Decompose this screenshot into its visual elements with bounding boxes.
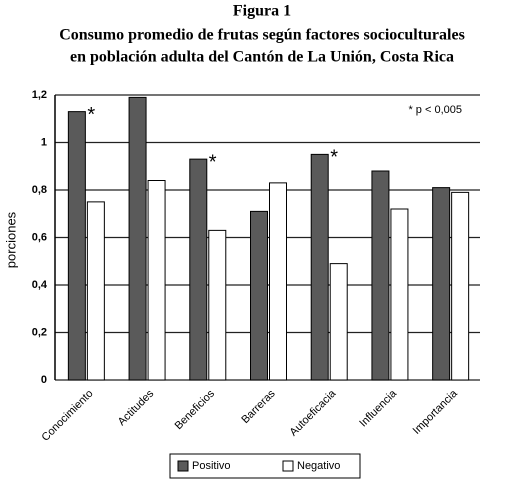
bar — [329, 263, 348, 381]
significance-marker: * — [330, 147, 338, 169]
y-tick-label: 0,6 — [32, 231, 47, 243]
legend-swatch — [177, 460, 189, 472]
y-tick-label: 0,4 — [32, 279, 48, 291]
chart-title: Figura 1 — [233, 3, 291, 20]
x-tick-label: Barreras — [239, 387, 278, 426]
legend-swatch — [282, 460, 294, 472]
legend-box — [169, 453, 361, 479]
x-tick-label: Importancia — [411, 387, 461, 437]
bar — [86, 201, 105, 381]
bar — [250, 210, 268, 381]
bar — [269, 182, 287, 381]
significance-marker: * — [87, 104, 95, 126]
bar — [128, 96, 147, 381]
y-tick-label: 0,8 — [32, 184, 47, 196]
bar — [189, 158, 208, 381]
y-axis-label: porciones — [3, 211, 18, 268]
legend-label: Positivo — [192, 460, 231, 472]
bar — [67, 111, 86, 381]
bar — [432, 187, 451, 381]
x-tick-label: Beneficios — [173, 387, 218, 432]
legend-label: Negativo — [297, 460, 340, 472]
y-tick-label: 0 — [41, 374, 47, 386]
bar — [390, 208, 409, 381]
bar — [208, 229, 227, 381]
bar — [310, 153, 329, 381]
y-tick-label: 1,2 — [32, 89, 47, 101]
y-tick-label: 1 — [41, 136, 47, 148]
bar — [147, 180, 166, 381]
bar — [451, 191, 470, 381]
annotation: * p < 0,005 — [408, 104, 462, 116]
x-tick-label: Autoeficacia — [288, 387, 339, 438]
x-tick-label: Actitudes — [116, 387, 157, 428]
significance-marker: * — [209, 151, 217, 173]
x-tick-label: Conocimiento — [39, 388, 95, 444]
chart-subtitle: en población adulta del Cantón de La Uni… — [70, 49, 454, 66]
chart-subtitle: Consumo promedio de frutas según factore… — [59, 27, 465, 44]
y-tick-label: 0,2 — [32, 326, 47, 338]
bar — [371, 170, 390, 381]
x-tick-label: Influencia — [357, 387, 399, 429]
